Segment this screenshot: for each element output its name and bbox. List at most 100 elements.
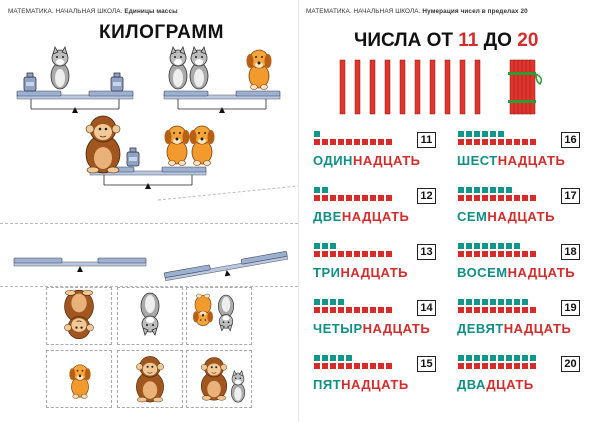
ten-cell	[329, 138, 337, 146]
unit-cell	[337, 354, 345, 362]
empty-cell	[377, 130, 385, 138]
number-box: 18	[561, 244, 580, 260]
unit-cell	[521, 298, 529, 306]
word-stem: ДВА	[457, 377, 487, 392]
unit-cell	[321, 298, 329, 306]
title-to: 20	[517, 30, 539, 51]
tens-units-bar	[313, 242, 393, 258]
empty-cell	[321, 130, 329, 138]
tens-units-bar	[313, 130, 393, 146]
unit-cell	[457, 298, 465, 306]
tens-units-bar	[457, 130, 537, 146]
ten-cell	[481, 306, 489, 314]
ten-cell	[369, 306, 377, 314]
empty-cell	[377, 354, 385, 362]
word-dcat: ДЦАТЬ	[360, 265, 409, 280]
word-stem: ДВЕ	[313, 209, 342, 224]
empty-cell	[369, 354, 377, 362]
ten-cell	[345, 250, 353, 258]
ten-cell	[377, 362, 385, 370]
ten-cell	[457, 194, 465, 202]
cutout-card	[46, 287, 112, 345]
unit-cell	[489, 130, 497, 138]
ten-cell	[489, 138, 497, 146]
ten-cell	[505, 194, 513, 202]
cutout-card	[117, 350, 183, 408]
ten-cell	[457, 362, 465, 370]
number-box: 11	[417, 132, 436, 148]
empty-cell	[521, 130, 529, 138]
ten-cell	[489, 362, 497, 370]
unit-cell	[505, 186, 513, 194]
unit-cell	[465, 354, 473, 362]
unit-cell	[313, 298, 321, 306]
ten-cell	[377, 194, 385, 202]
ten-cell	[321, 194, 329, 202]
cutout-card	[186, 350, 252, 408]
unit-cell	[473, 354, 481, 362]
number-box: 19	[561, 300, 580, 316]
word-dcat: ДЦАТЬ	[362, 209, 410, 224]
unit-cell	[505, 242, 513, 250]
unit-cell	[513, 354, 521, 362]
empty-cell	[361, 130, 369, 138]
empty-cell	[513, 130, 521, 138]
number-box: 16	[561, 132, 580, 148]
number-word: ЧЕТЫРНАДЦАТЬ	[313, 321, 430, 336]
word-dcat: ДЦАТЬ	[518, 153, 566, 168]
bundle-string	[508, 100, 536, 103]
ten-cell	[361, 194, 369, 202]
ten-cell	[337, 250, 345, 258]
empty-cell	[529, 298, 537, 306]
counting-stick	[354, 59, 361, 115]
number-box: 13	[417, 244, 436, 260]
ten-cell	[361, 250, 369, 258]
ten-cell	[345, 306, 353, 314]
unit-cell	[489, 354, 497, 362]
cat-figure	[189, 46, 209, 90]
word-na: НА	[497, 153, 519, 168]
cat-figure	[168, 46, 188, 90]
unit-cell	[481, 242, 489, 250]
number-word: ПЯТНАДЦАТЬ	[313, 377, 409, 392]
number-box: 12	[417, 188, 436, 204]
ten-cell	[529, 250, 537, 258]
word-dcat: ДЦАТЬ	[486, 377, 534, 392]
empty-cell	[329, 186, 337, 194]
number-word: ТРИНАДЦАТЬ	[313, 265, 408, 280]
ten-cell	[489, 250, 497, 258]
ten-cell	[465, 306, 473, 314]
empty-cell	[529, 242, 537, 250]
unit-cell	[329, 242, 337, 250]
empty-cell	[385, 354, 393, 362]
ten-cell	[377, 138, 385, 146]
left-page-title: КИЛОГРАММ	[99, 22, 225, 43]
word-stem: СЕМ	[457, 209, 488, 224]
cut-line	[0, 286, 298, 287]
number-word: ДЕВЯТНАДЦАТЬ	[457, 321, 571, 336]
right-page-title: ЧИСЛА ОТ 11 ДО 20	[354, 30, 538, 52]
number-box: 20	[561, 356, 580, 372]
ten-cell	[337, 194, 345, 202]
empty-cell	[345, 298, 353, 306]
ten-cell	[457, 250, 465, 258]
ten-cell	[473, 250, 481, 258]
unit-cell	[457, 186, 465, 194]
word-na: НА	[352, 153, 374, 168]
unit-cell	[473, 186, 481, 194]
unit-cell	[345, 354, 353, 362]
word-na: НА	[362, 321, 383, 336]
ten-cell	[329, 194, 337, 202]
empty-cell	[353, 130, 361, 138]
ten-cell	[353, 250, 361, 258]
unit-cell	[473, 130, 481, 138]
dog-figure	[164, 125, 190, 166]
ten-cell	[361, 138, 369, 146]
tens-units-bar	[313, 298, 393, 314]
ten-cell	[513, 306, 521, 314]
empty-cell	[353, 298, 361, 306]
unit-cell	[457, 242, 465, 250]
ten-cell	[313, 138, 321, 146]
empty-cell	[529, 186, 537, 194]
word-dcat: ДЦАТЬ	[373, 153, 421, 168]
